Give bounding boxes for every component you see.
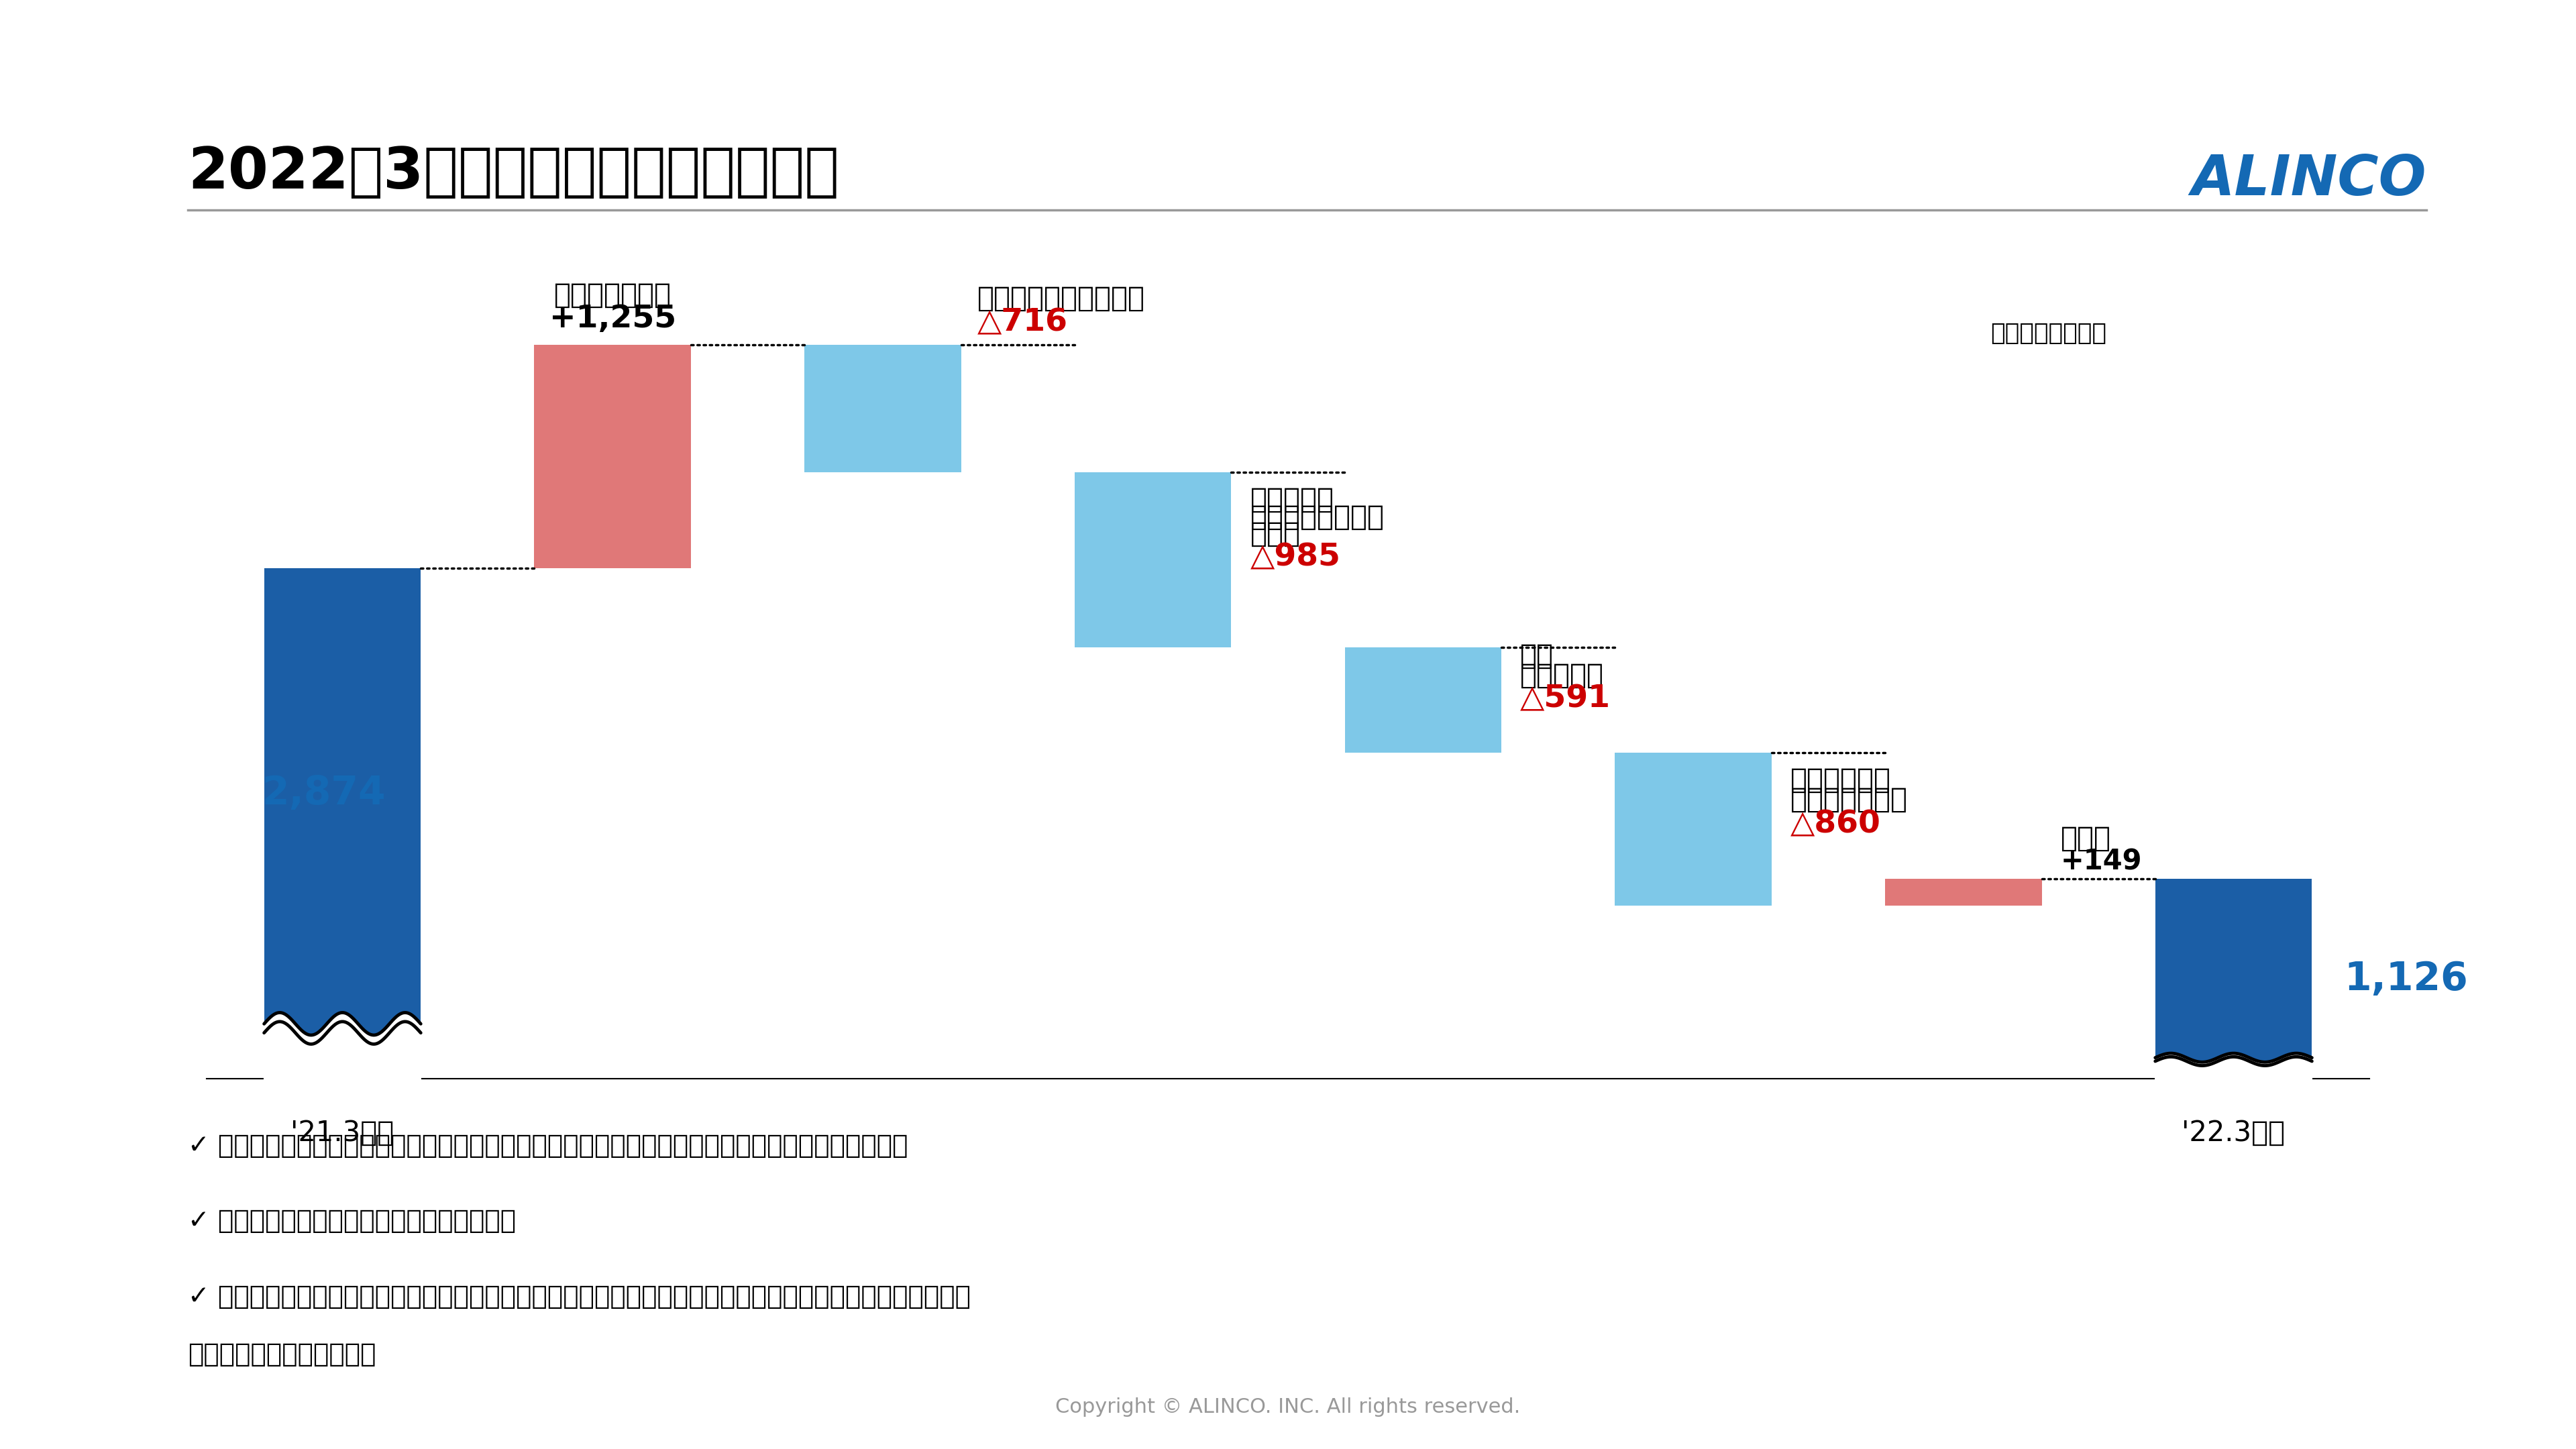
Text: +1,255: +1,255 [549,304,675,333]
Text: ALINCO: ALINCO [2192,152,2427,206]
Polygon shape [265,1017,420,1081]
Text: の上昇: の上昇 [1249,520,1301,548]
Text: 2,874: 2,874 [263,774,386,813]
Text: その他: その他 [2061,824,2110,852]
FancyBboxPatch shape [804,345,961,472]
Text: △591: △591 [1520,684,1610,714]
Text: 2022年3月期　要因別経常利益増減: 2022年3月期 要因別経常利益増減 [188,145,840,200]
Text: ✓ 想定を超えた複数のコスト上昇要因が発生: ✓ 想定を超えた複数のコスト上昇要因が発生 [188,1208,515,1235]
Text: '21.3月期: '21.3月期 [291,1119,394,1146]
Text: 原材料価格: 原材料価格 [1249,485,1334,513]
FancyBboxPatch shape [1886,880,2043,906]
Text: フィットネスの売上減: フィットネスの売上減 [976,284,1144,313]
Text: 建材等の売上増: 建材等の売上増 [554,281,672,309]
Text: +149: +149 [2061,848,2143,875]
Polygon shape [2156,1055,2311,1081]
Text: による影響: による影響 [1520,661,1605,690]
FancyBboxPatch shape [533,345,690,568]
Text: による投資損失を計上: による投資損失を計上 [188,1342,376,1368]
FancyBboxPatch shape [1615,752,1772,906]
Text: （単位：百万円）: （単位：百万円） [1991,322,2107,345]
Text: 投資損失の増加: 投資損失の増加 [1790,785,1909,813]
Text: 持分法による: 持分法による [1790,765,1891,794]
Text: 円安: 円安 [1520,642,1553,669]
FancyBboxPatch shape [1345,648,1502,752]
Text: △860: △860 [1790,809,1880,839]
Text: '22.3月期: '22.3月期 [2182,1119,2285,1146]
FancyBboxPatch shape [265,568,420,1080]
FancyBboxPatch shape [2156,880,2311,1080]
Text: 1,126: 1,126 [2344,961,2468,998]
Text: △716: △716 [976,307,1069,338]
Text: ✓ 在インドネシアの持分法適用関連会社について、コロナ禍による債権回収懸念の高まりに対応して持分法に: ✓ 在インドネシアの持分法適用関連会社について、コロナ禍による債権回収懸念の高ま… [188,1284,971,1310]
FancyBboxPatch shape [1074,472,1231,648]
Text: （鋼材・アルミ）: （鋼材・アルミ） [1249,503,1383,532]
Text: △985: △985 [1249,542,1340,572]
Text: ✓ 建設機材を中心とした売上高の増加による増益効果は、フィットネスの売上減によって一部が相殺: ✓ 建設機材を中心とした売上高の増加による増益効果は、フィットネスの売上減によっ… [188,1133,909,1159]
Text: Copyright © ALINCO. INC. All rights reserved.: Copyright © ALINCO. INC. All rights rese… [1056,1398,1520,1417]
